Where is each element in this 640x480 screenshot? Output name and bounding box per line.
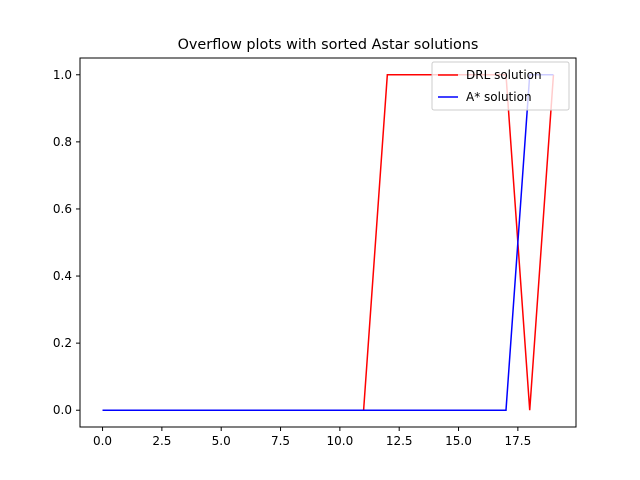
x-tick-label: 5.0 [212,434,231,448]
plot-frame [79,57,577,428]
x-tick-label: 17.5 [504,434,531,448]
y-tick-label: 0.0 [53,403,72,417]
legend-box [431,61,570,111]
y-axis: 0.0 0.2 0.4 0.6 0.8 1.0 [53,68,80,417]
y-tick-label: 1.0 [53,68,72,82]
chart-title: Overflow plots with sorted Astar solutio… [178,37,479,53]
y-tick-label: 0.8 [53,135,72,149]
y-tick-label: 0.4 [53,269,72,283]
x-axis: 0.0 2.5 5.0 7.5 10.0 12.5 15.0 17.5 [93,427,531,448]
y-tick-label: 0.6 [53,202,72,216]
y-tick-label: 0.2 [53,336,72,350]
x-tick-label: 12.5 [386,434,413,448]
x-tick-label: 15.0 [445,434,472,448]
legend: DRL solution A* solution [431,61,570,111]
plot-area [79,57,577,428]
series-line-1 [102,74,554,411]
legend-label: A* solution [466,90,532,104]
legend-label: DRL solution [466,68,542,82]
x-tick-label: 10.0 [327,434,354,448]
x-tick-label: 0.0 [93,434,112,448]
x-tick-label: 2.5 [152,434,171,448]
x-tick-label: 7.5 [271,434,290,448]
